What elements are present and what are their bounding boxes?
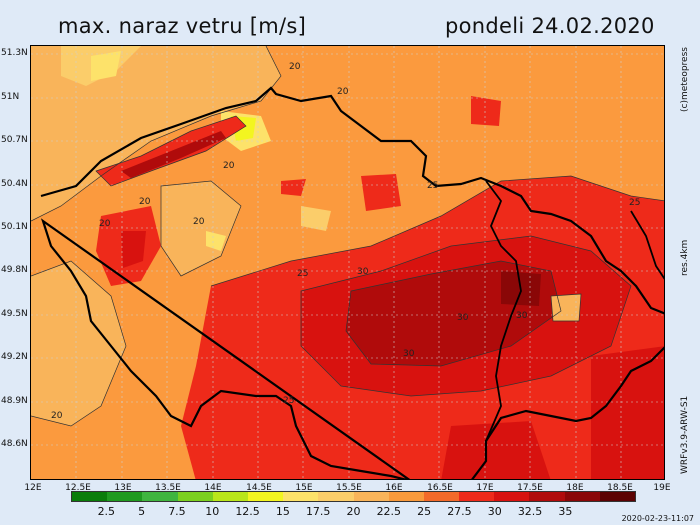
field-zone-central-light bbox=[161, 181, 241, 276]
legend-tick-label: 32.5 bbox=[517, 505, 543, 518]
legend-swatch bbox=[459, 492, 495, 501]
lat-label: 49.5N bbox=[1, 309, 28, 319]
contour-label: 20 bbox=[99, 219, 111, 229]
wind-gust-map: 20 20 20 20 20 20 20 25 25 25 25 30 30 3… bbox=[30, 45, 665, 480]
field-red-west-core bbox=[121, 231, 146, 268]
field-south-mid bbox=[441, 421, 551, 479]
contour-label: 20 bbox=[51, 411, 63, 421]
lon-label: 17E bbox=[476, 483, 494, 493]
contour-label: 20 bbox=[139, 197, 151, 207]
lat-label: 49.8N bbox=[1, 265, 28, 275]
field-zone-nw-yellow bbox=[91, 51, 121, 81]
timestamp: 2020-02-23-11:07 bbox=[621, 514, 694, 523]
color-legend bbox=[71, 491, 636, 502]
legend-tick-label: 5 bbox=[138, 505, 146, 518]
wind-gust-field: 20 20 20 20 20 20 20 25 25 25 25 30 30 3… bbox=[31, 46, 664, 479]
lon-label: 13E bbox=[114, 483, 132, 493]
legend-tick-label: 15 bbox=[275, 505, 290, 518]
contour-label: 30 bbox=[457, 313, 469, 323]
region-border bbox=[485, 180, 522, 442]
contour-label: 25 bbox=[297, 269, 308, 279]
legend-swatch bbox=[283, 492, 319, 501]
legend-swatch bbox=[423, 492, 460, 501]
contour-lines bbox=[31, 46, 664, 427]
field-ridge-north-core bbox=[121, 131, 226, 178]
contour-label: 20 bbox=[337, 87, 349, 97]
map-title: max. naraz vetru [m/s] bbox=[58, 14, 307, 38]
lon-label: 12.5E bbox=[65, 483, 91, 493]
map-date: pondeli 24.02.2020 bbox=[445, 14, 655, 38]
lon-label: 18E bbox=[566, 483, 584, 493]
legend-tick-label: 25 bbox=[417, 505, 432, 518]
legend-tick-label: 27.5 bbox=[447, 505, 472, 518]
country-border bbox=[40, 86, 664, 479]
lon-label: 15.5E bbox=[336, 483, 362, 493]
field-red-spot-ne bbox=[471, 96, 501, 126]
lon-label: 16E bbox=[385, 483, 403, 493]
legend-swatch bbox=[599, 492, 635, 501]
region-border-east bbox=[630, 210, 664, 280]
legend-tick-label: 17.5 bbox=[305, 505, 331, 518]
legend-tick-label: 10 bbox=[205, 505, 220, 518]
contour-label: 30 bbox=[403, 349, 415, 359]
contour-label: 20 bbox=[289, 62, 301, 72]
legend-swatch bbox=[353, 492, 389, 501]
lon-label: 19E bbox=[653, 483, 671, 493]
contour-label: 20 bbox=[193, 217, 205, 227]
field-red-spot-mid bbox=[281, 179, 306, 196]
field-zone-pocket-2 bbox=[206, 231, 226, 251]
model-label: WRFv3.9-ARW-S1 bbox=[680, 395, 690, 474]
lon-label: 15E bbox=[295, 483, 313, 493]
legend-swatch bbox=[564, 492, 600, 501]
lon-label: 14.5E bbox=[246, 483, 272, 493]
resolution-label: res.4km bbox=[680, 239, 690, 276]
legend-tick-label: 35 bbox=[558, 505, 573, 518]
lon-label: 17.5E bbox=[517, 483, 543, 493]
legend-swatch bbox=[494, 492, 530, 501]
lon-label: 14E bbox=[204, 483, 222, 493]
legend-swatch bbox=[142, 492, 178, 501]
lat-label: 48.6N bbox=[1, 439, 28, 449]
legend-swatch bbox=[72, 492, 108, 501]
field-south-east-edge bbox=[591, 346, 664, 479]
contour-value-labels: 20 20 20 20 20 20 20 25 25 25 25 30 30 3… bbox=[51, 62, 640, 421]
legend-tick-label: 2.5 bbox=[97, 505, 116, 518]
contour-label: 25 bbox=[283, 396, 294, 406]
legend-tick-label: 22.5 bbox=[376, 505, 402, 518]
legend-swatch bbox=[177, 492, 213, 501]
lon-label: 12E bbox=[24, 483, 42, 493]
legend-tick-label: 20 bbox=[346, 505, 361, 518]
lat-label: 50.7N bbox=[1, 135, 28, 145]
field-light-hole bbox=[551, 294, 581, 321]
legend-swatch bbox=[529, 492, 565, 501]
field-zone-pocket-1 bbox=[301, 206, 331, 231]
contour-label: 30 bbox=[516, 311, 528, 321]
lat-label: 49.2N bbox=[1, 352, 28, 362]
lon-label: 18.5E bbox=[607, 483, 633, 493]
contour-label: 30 bbox=[357, 267, 369, 277]
legend-tick-label: 12.5 bbox=[235, 505, 260, 518]
legend-tick-label: 7.5 bbox=[168, 505, 186, 518]
legend-swatch bbox=[318, 492, 354, 501]
legend-swatch bbox=[107, 492, 143, 501]
lat-label: 50.1N bbox=[1, 222, 28, 232]
lon-label: 16.5E bbox=[427, 483, 453, 493]
lat-label: 50.4N bbox=[1, 179, 28, 189]
lon-label: 13.5E bbox=[155, 483, 181, 493]
contour-label: 25 bbox=[629, 198, 640, 208]
legend-swatch bbox=[388, 492, 424, 501]
legend-swatch bbox=[212, 492, 248, 501]
contour-label: 20 bbox=[223, 161, 235, 171]
field-red-spot-north bbox=[361, 174, 401, 211]
lat-label: 51.3N bbox=[1, 48, 28, 58]
lat-label: 51N bbox=[1, 92, 20, 102]
lat-label: 48.9N bbox=[1, 396, 28, 406]
legend-tick-label: 30 bbox=[487, 505, 502, 518]
copyright-label: (c)meteopress bbox=[680, 47, 690, 112]
field-zone-west-light bbox=[31, 261, 126, 426]
contour-label: 25 bbox=[427, 181, 438, 191]
legend-swatch bbox=[247, 492, 284, 501]
